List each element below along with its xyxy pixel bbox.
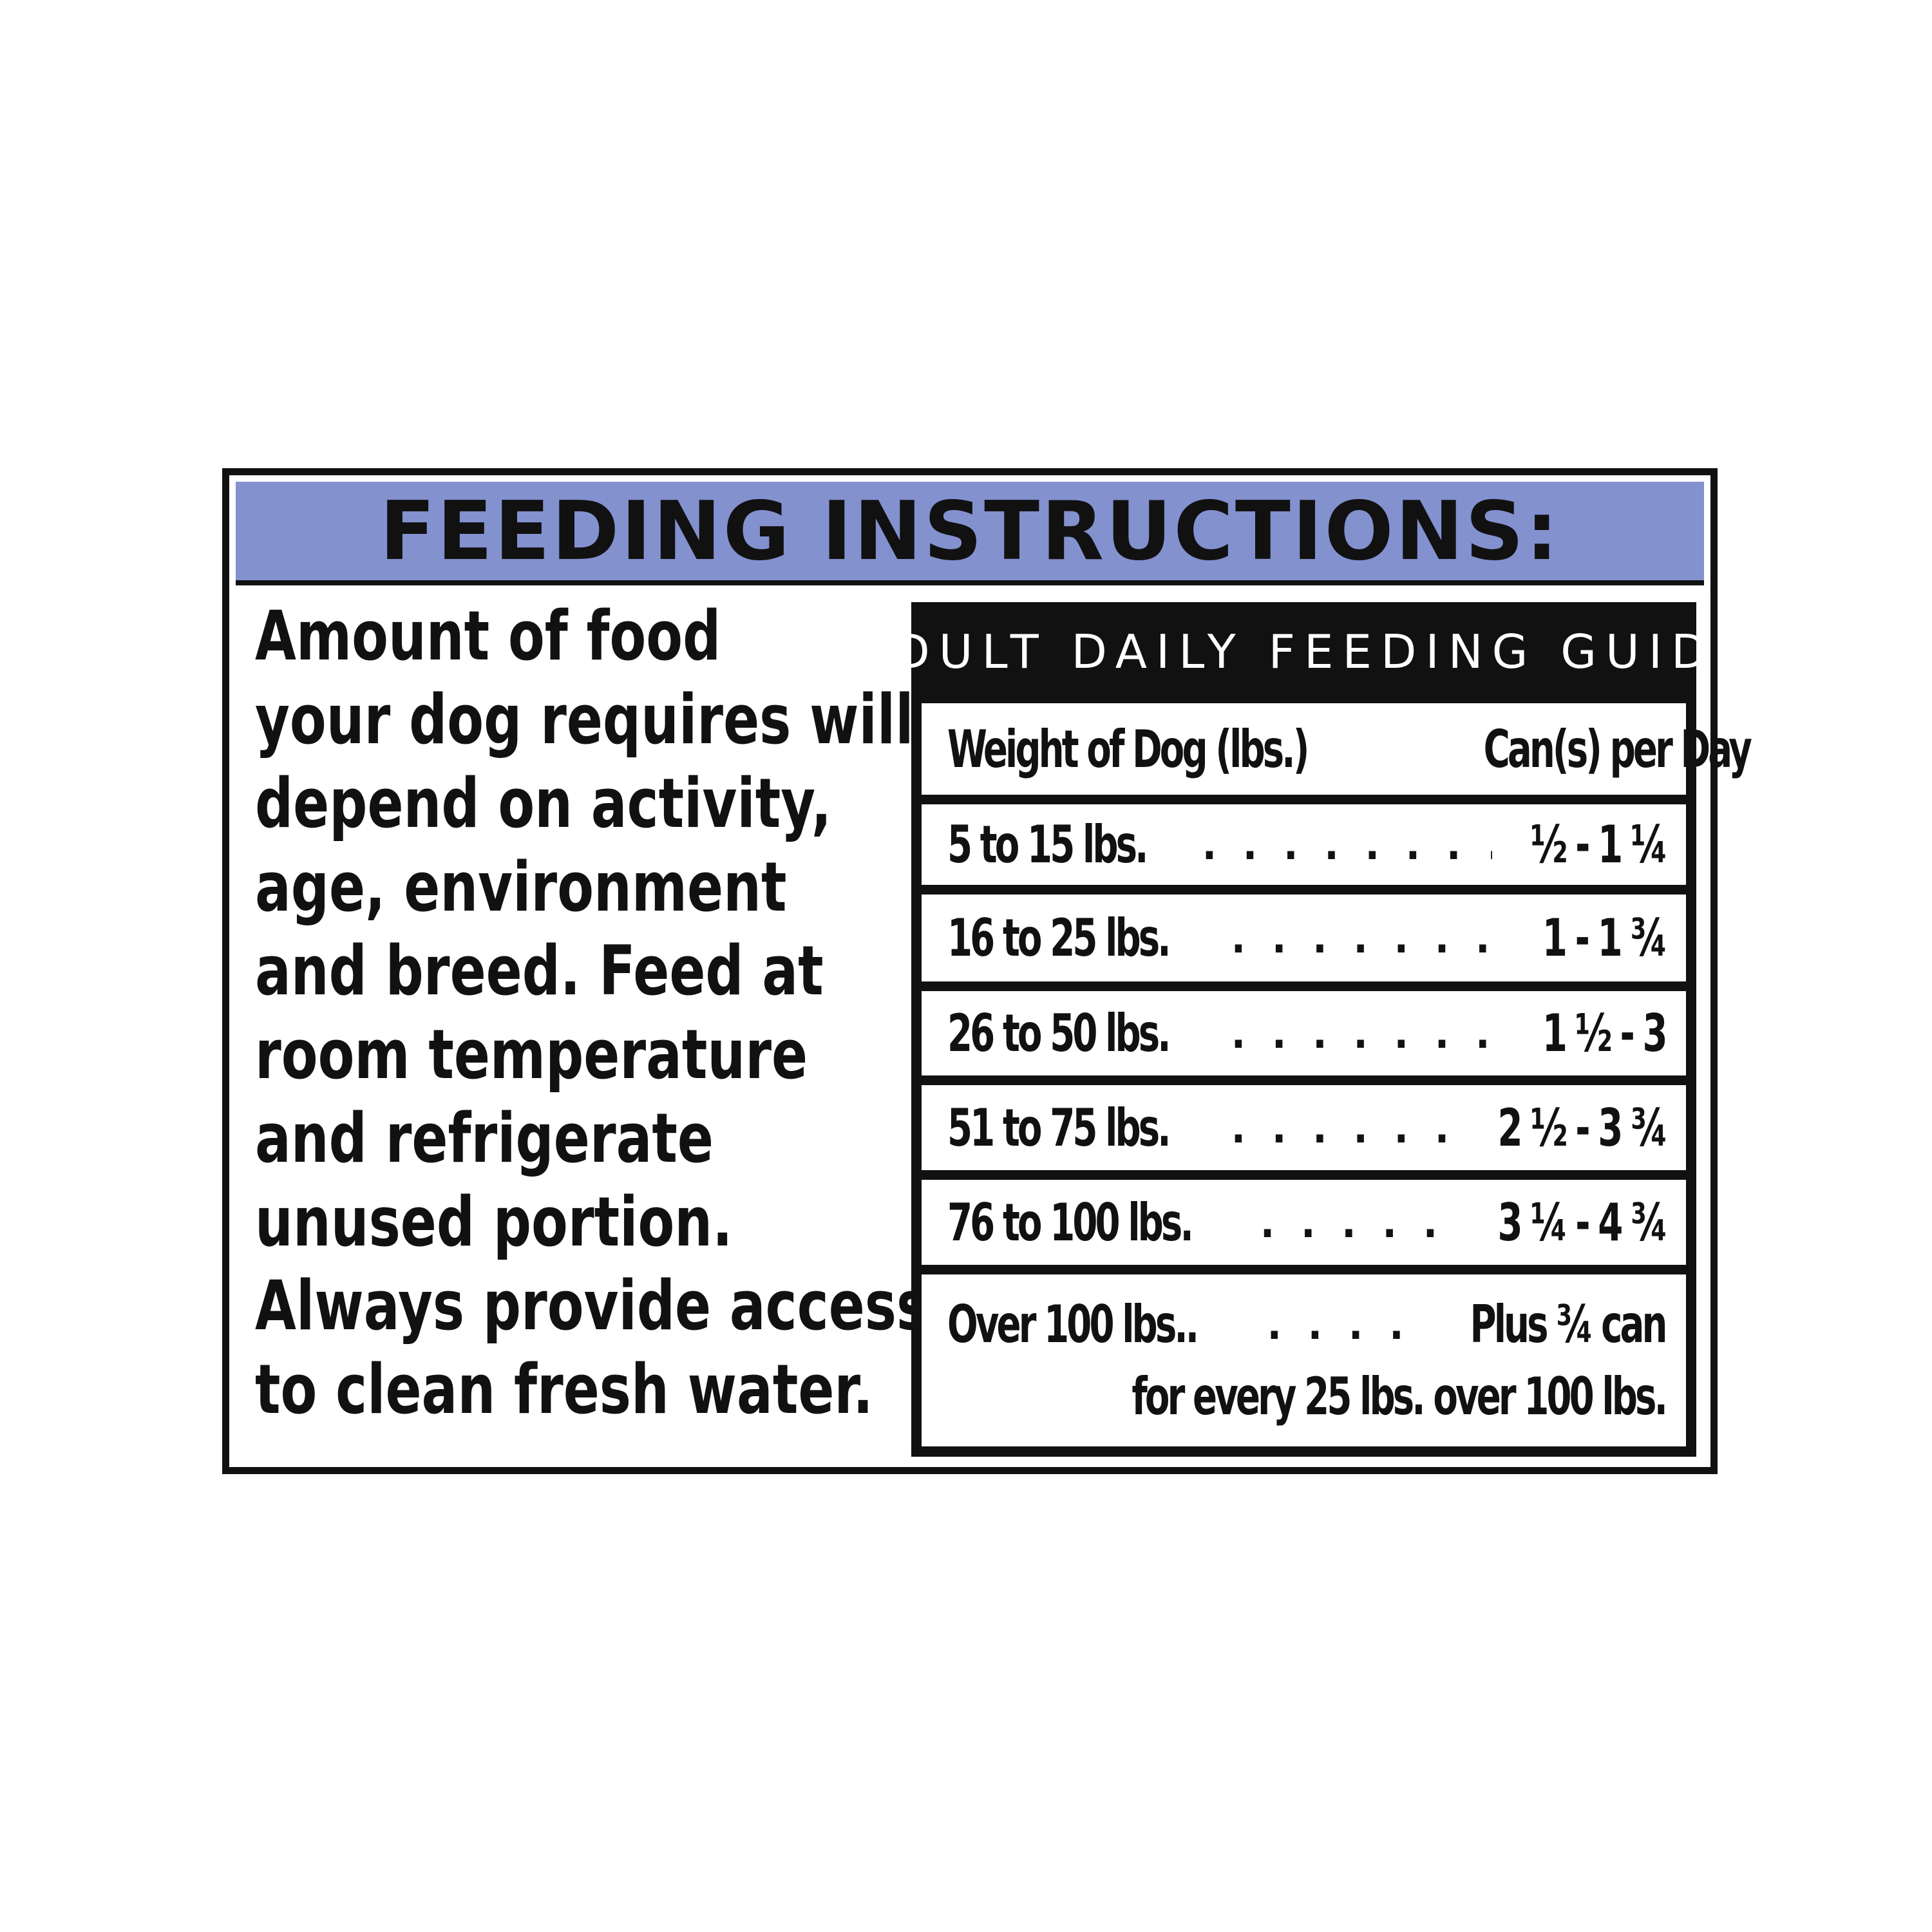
instructions-line: Always provide access [255, 1266, 929, 1345]
row-weight: 76 to 100 lbs. [947, 1192, 1194, 1253]
column-header-cans: Can(s) per Day [1483, 719, 1752, 779]
row-leader-dots: . . . . . . . . . . [1231, 1103, 1450, 1153]
row-note: for every 25 lbs. over 100 lbs. [1132, 1366, 1668, 1426]
feeding-guide-title: ADULT DAILY FEEDING GUIDE [853, 625, 1754, 679]
instructions-line: and refrigerate [255, 1099, 714, 1178]
table-row: 51 to 75 lbs. . . . . . . . . . . 2 ½ - … [922, 1085, 1686, 1170]
table-row: 16 to 25 lbs. . . . . . . . . . . . . 1 … [922, 895, 1686, 981]
instructions-line: Amount of food [255, 596, 721, 676]
row-cans: ½ - 1 ¼ [1530, 815, 1668, 875]
header-band: FEEDING INSTRUCTIONS: [236, 482, 1704, 585]
row-cans: 1 ½ - 3 [1542, 1003, 1668, 1063]
instructions-line: age, environment [255, 848, 787, 927]
instructions-line: your dog requires will [255, 680, 914, 759]
table-row-over-100: Over 100 lbs.. . . . . . . . . Plus ¾ ca… [922, 1274, 1686, 1446]
row-leader-dots: . . . . . . . . . . . . [1231, 1009, 1508, 1058]
row-cans: 2 ½ - 3 ¾ [1497, 1097, 1668, 1158]
table-row: 76 to 100 lbs. . . . . . . . . . 3 ¼ - 4… [922, 1180, 1686, 1265]
row-weight: 16 to 25 lbs. [947, 908, 1171, 968]
row-cans: 3 ¼ - 4 ¾ [1497, 1192, 1668, 1253]
row-weight: 51 to 75 lbs. [947, 1097, 1171, 1158]
row-leader-dots: . . . . . . . . . [1260, 1197, 1450, 1247]
instructions-line: and breed. Feed at [255, 931, 824, 1010]
column-header-weight: Weight of Dog (lbs.) [947, 719, 1309, 779]
feeding-instructions-panel: FEEDING INSTRUCTIONS: Amount of food you… [222, 468, 1754, 1474]
row-weight: Over 100 lbs.. [947, 1294, 1199, 1354]
instructions-line: room temperature [255, 1015, 808, 1094]
row-cans: Plus ¾ can [1470, 1294, 1668, 1354]
row-leader-dots: . . . . . . . . . . . . [1231, 913, 1508, 963]
row-cans: 1 - 1 ¾ [1542, 908, 1668, 968]
row-weight: 26 to 50 lbs. [947, 1003, 1171, 1063]
row-leader-dots: . . . . . . . . . . . . . [1202, 820, 1492, 869]
instructions-line: unused portion. [255, 1182, 733, 1262]
table-row: 26 to 50 lbs. . . . . . . . . . . . . 1 … [922, 991, 1686, 1075]
page-title: FEEDING INSTRUCTIONS: [379, 483, 1560, 578]
instructions-text: Amount of food your dog requires will de… [255, 594, 929, 1432]
instructions-line: depend on activity, [255, 764, 832, 843]
row-leader-dots: . . . . . . . . [1267, 1300, 1415, 1349]
instructions-line: to clean fresh water. [255, 1350, 873, 1429]
table-row: 5 to 15 lbs. . . . . . . . . . . . . . ½… [922, 804, 1686, 885]
row-weight: 5 to 15 lbs. [947, 815, 1148, 875]
table-header-row: Weight of Dog (lbs.) Can(s) per Day [922, 703, 1752, 795]
feeding-guide-table: ADULT DAILY FEEDING GUIDE Weight of Dog … [853, 602, 1754, 1457]
